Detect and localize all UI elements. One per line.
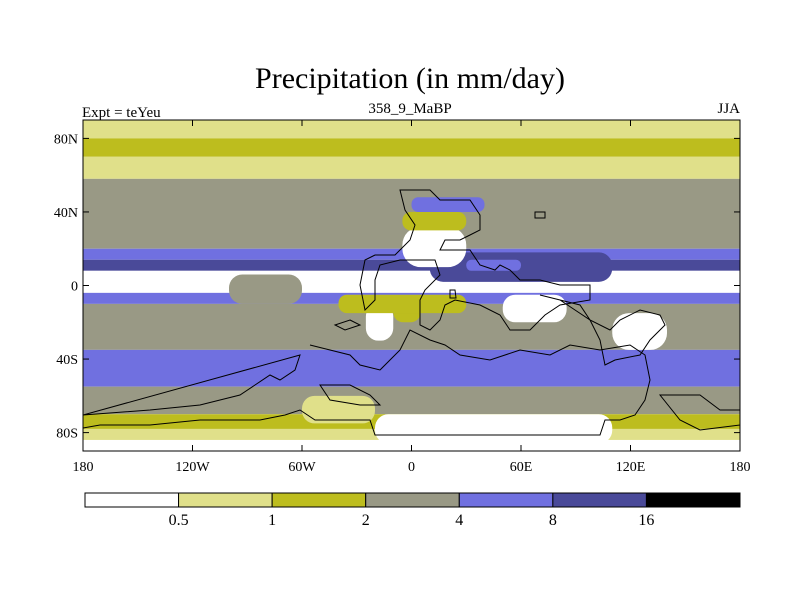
colorbar-label: 4 [455,512,463,529]
y-tick-label: 40N [54,206,78,221]
land-outline-2 [83,329,651,436]
colorbar-swatch-0 [84,492,180,508]
y-tick-label: 80N [54,132,78,147]
colorbar-label: 8 [549,512,557,529]
x-tick-label: 120E [616,460,646,475]
precip-patch-10 [502,294,567,323]
colorbar-swatch-1 [178,492,273,508]
precip-patch-1 [648,278,740,290]
precip-patch-12 [375,414,613,444]
x-tick-label: 120W [175,460,210,475]
precip-band-0 [83,120,740,139]
subtitle-center: 358_9_MaBP [368,101,451,117]
subtitle-left: Expt = teYeu [82,105,161,121]
precip-patch-6 [402,211,467,231]
colorbar-swatch-3 [365,492,460,508]
y-tick-label: 40S [56,353,78,368]
colorbar-swatch-5 [552,492,647,508]
precip-patch-0 [92,274,202,290]
plot-area [83,120,740,451]
y-tick-label: 0 [71,280,78,295]
chart-title: Precipitation (in mm/day) [255,62,565,95]
colorbar: 0.5 1 2 4 8 16 [84,492,741,529]
x-tick-label: 180 [730,460,751,475]
precip-patch-2 [229,274,302,304]
colorbar-swatch-4 [458,492,554,508]
precip-patch-5 [402,226,467,268]
land-outline-7 [449,289,457,299]
precip-patch-14 [338,294,467,314]
x-tick-label: 0 [408,460,415,475]
axes: 180 120W 60W 0 60E 120E 180 80N 40N 0 40S 80S [54,119,751,475]
x-tick-label: 180 [73,460,94,475]
precip-patch-11 [612,313,667,350]
x-tick-label: 60E [510,460,533,475]
land-outline-4 [319,384,382,406]
precip-patch-7 [411,197,485,212]
precip-band-9 [83,349,740,387]
precip-band-2 [83,156,740,179]
precip-band-1 [83,138,740,157]
x-tick-label: 60W [288,460,316,475]
colorbar-label: 1 [268,512,276,529]
subtitle-right: JJA [717,101,740,117]
precip-band-10 [83,386,740,415]
land-outline-1 [539,294,666,366]
y-tick-label: 80S [56,427,78,442]
land-outline-5 [658,394,740,431]
precip-patch-13 [302,395,375,424]
colorbar-swatch-2 [271,492,367,508]
land-outline-0 [359,189,591,331]
colorbar-label: 16 [638,512,654,529]
land-outline-8 [534,211,546,219]
land-outline-3 [83,354,301,416]
colorbar-swatch-6 [645,492,741,508]
colorbar-label: 2 [362,512,370,529]
colorbar-label: 0.5 [169,512,189,529]
land-outline [83,189,740,436]
precip-patch-4 [466,259,521,271]
land-outline-6 [333,319,362,331]
precip-band-5 [83,259,740,271]
